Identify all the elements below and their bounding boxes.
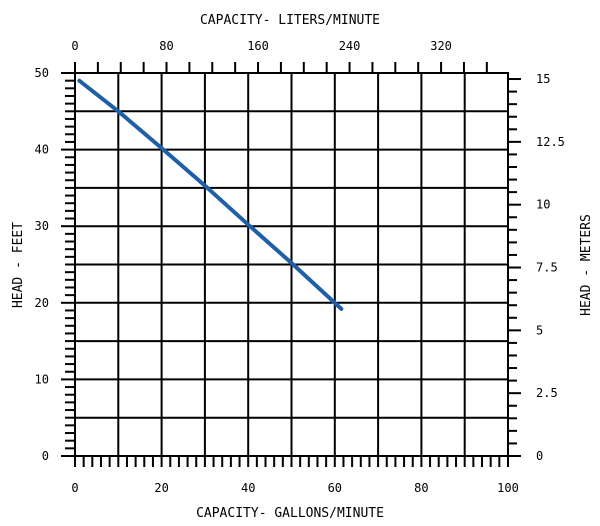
y-tick-label: 50 [35,66,49,80]
series-layer [77,78,344,311]
right-y-axis-label: HEAD - METERS [579,214,594,316]
x2-tick-label: 240 [339,39,361,53]
minor-ticks [61,62,521,467]
x-tick-label: 20 [154,481,168,495]
x-tick-label: 100 [497,481,519,495]
pump-curve-line [77,78,344,311]
y-tick-label: 0 [42,449,49,463]
x2-tick-label: 320 [430,39,452,53]
x2-tick-label: 0 [71,39,78,53]
y-tick-label: 40 [35,143,49,157]
y2-tick-label: 15 [536,72,550,86]
y-tick-label: 20 [35,296,49,310]
y2-tick-label: 7.5 [536,261,558,275]
plot-frame [74,72,509,457]
x-axis-label: CAPACITY- GALLONS/MINUTE [196,506,384,521]
y2-tick-label: 12.5 [536,135,565,149]
y2-tick-label: 5 [536,323,543,337]
x-tick-label: 60 [328,481,342,495]
x-tick-label: 0 [71,481,78,495]
y-axis-label: HEAD - FEET [11,222,26,308]
y2-tick-label: 10 [536,198,550,212]
x-tick-label: 40 [241,481,255,495]
y2-tick-label: 0 [536,449,543,463]
y2-tick-label: 2.5 [536,386,558,400]
x2-tick-label: 80 [159,39,173,53]
tick-labels: 0 20 40 60 80 100 0 10 20 30 40 50 0 80 160 240 320 0 2.5 5… [35,39,565,495]
x-tick-label: 80 [414,481,428,495]
x2-tick-label: 160 [247,39,269,53]
top-x-axis-label: CAPACITY- LITERS/MINUTE [200,13,380,28]
y-tick-label: 10 [35,372,49,386]
y-tick-label: 30 [35,219,49,233]
